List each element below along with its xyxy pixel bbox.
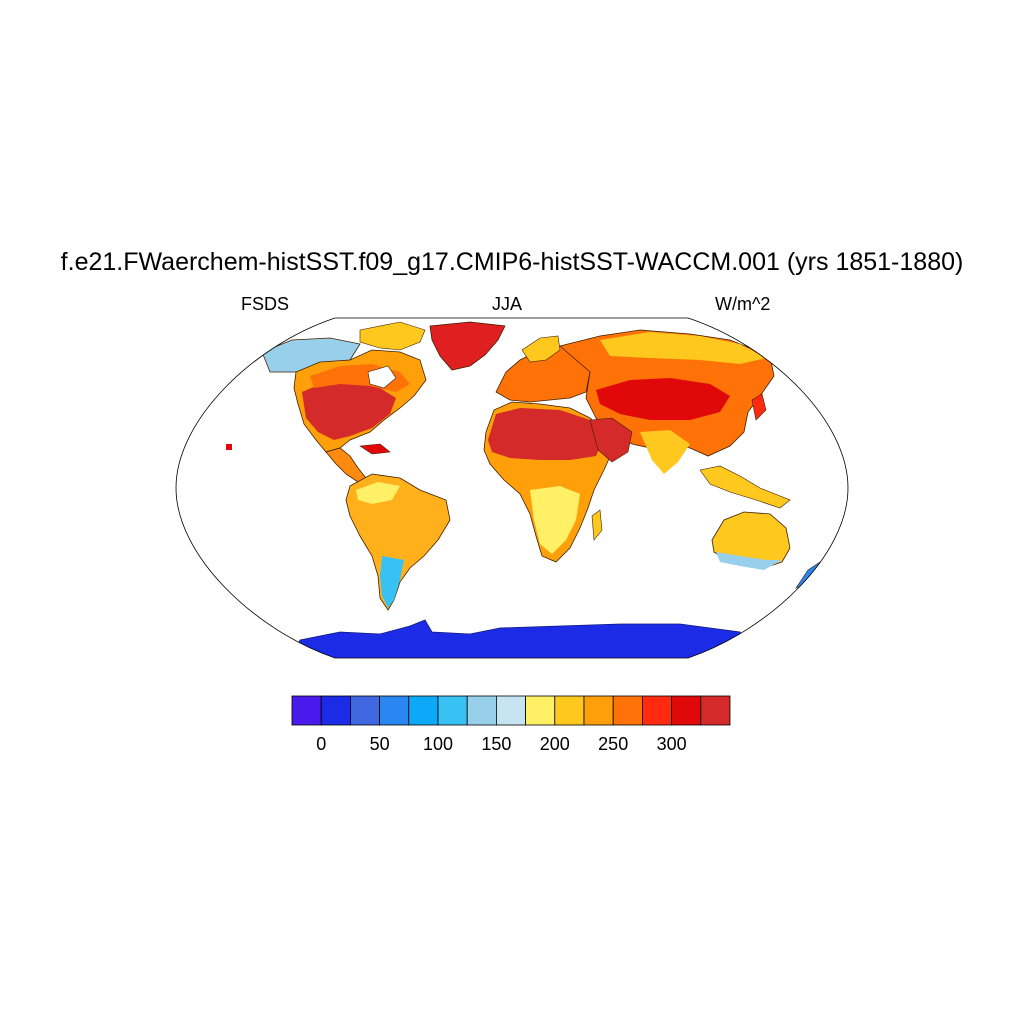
map-border [175, 317, 849, 659]
colorbar-swatch [554, 695, 585, 726]
colorbar-tick-label: 200 [540, 734, 570, 754]
arctic-islands-region [359, 321, 426, 351]
colorbar-tick-label: 100 [423, 734, 453, 754]
colorbar-swatch [583, 695, 614, 726]
madagascar-island [591, 509, 603, 541]
colorbar-tick-label: 250 [598, 734, 628, 754]
colorbar-swatch [349, 695, 380, 726]
sahara-region [488, 408, 604, 460]
colorbar-swatch [408, 695, 439, 726]
usa-hot-region [302, 380, 396, 440]
greenland-region [429, 321, 506, 371]
caribbean-islands [359, 443, 391, 455]
colorbar-tick-label: 0 [316, 734, 326, 754]
south-asia-region [640, 430, 690, 474]
season-label: JJA [492, 294, 523, 314]
scandinavia-region [521, 335, 561, 363]
colorbar-swatch [291, 695, 322, 726]
colorbar-swatch [495, 695, 526, 726]
colorbar-swatch [379, 695, 410, 726]
japan-island [751, 393, 767, 421]
colorbar-tick-label: 300 [657, 734, 687, 754]
south-america-region [345, 473, 451, 611]
southern-africa-region [530, 486, 580, 554]
colorbar-tick-label: 150 [481, 734, 511, 754]
patagonia-region [380, 556, 404, 608]
plot-title: f.e21.FWaerchem-histSST.f09_g17.CMIP6-hi… [60, 248, 964, 276]
central-asia-hot-region [596, 378, 730, 420]
colorbar-swatch [525, 695, 556, 726]
colorbar-swatch [466, 695, 497, 726]
colorbar-tick-label: 50 [370, 734, 390, 754]
hudson-bay [367, 365, 397, 389]
arabia-region [589, 417, 633, 463]
southeast-asia-islands [699, 465, 791, 509]
siberia-region [600, 332, 766, 364]
variable-label: FSDS [241, 294, 290, 314]
southern-australia-region [716, 552, 782, 570]
hawaii-island [226, 444, 232, 450]
colorbar-swatch [700, 695, 731, 726]
colorbar-swatch [437, 695, 468, 726]
colorbar-swatch [320, 695, 351, 726]
colorbar-swatch [642, 695, 673, 726]
colorbar-swatch [612, 695, 643, 726]
units-label: W/m^2 [715, 294, 771, 314]
amazon-region [356, 482, 400, 504]
colorbar-swatch [671, 695, 702, 726]
